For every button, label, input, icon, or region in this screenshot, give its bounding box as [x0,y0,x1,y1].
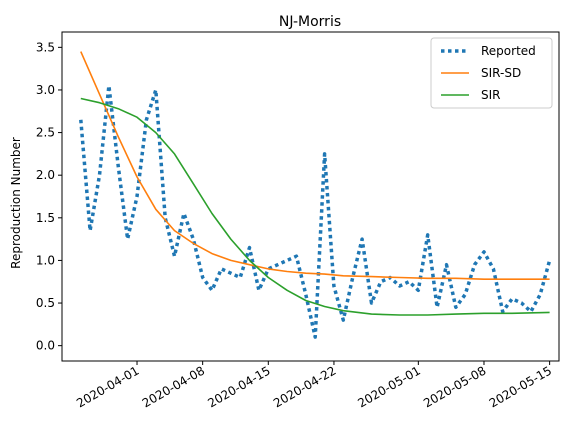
legend-label: SIR-SD [481,66,521,80]
chart-title: NJ-Morris [279,14,341,30]
y-axis: 0.0 0.5 1.0 1.5 2.0 2.5 3.0 3.5 [36,40,62,353]
y-tick-label: 1.5 [36,211,55,225]
series-line-reported [79,83,552,339]
y-axis-label: Reproduction Number [9,137,23,269]
y-tick-label: 0.5 [36,296,55,310]
y-tick-label: 1.0 [36,253,55,267]
x-tick-label: 2020-04-08 [140,363,207,410]
y-tick-label: 2.5 [36,126,55,140]
x-axis: 2020-04-012020-04-082020-04-152020-04-22… [74,361,554,410]
series-line-sir-sd [80,51,550,281]
y-tick-label: 2.0 [36,168,55,182]
plot-lines [79,51,552,339]
y-tick-label: 0.0 [36,339,55,353]
y-tick-label: 3.0 [36,83,55,97]
x-tick-label: 2020-04-15 [205,363,272,410]
x-tick-label: 2020-05-01 [355,363,422,410]
series-line-sir [80,97,550,316]
legend-box [430,37,553,109]
legend: Reported SIR-SD SIR [430,37,553,109]
x-tick-label: 2020-05-08 [421,363,488,410]
plot-frame [61,31,560,362]
y-tick-label: 3.5 [36,40,55,54]
legend-label: SIR [481,88,501,102]
legend-label: Reported [481,44,536,58]
x-tick-label: 2020-05-15 [487,363,554,410]
x-tick-label: 2020-04-01 [74,363,141,410]
x-tick-label: 2020-04-22 [271,363,338,410]
